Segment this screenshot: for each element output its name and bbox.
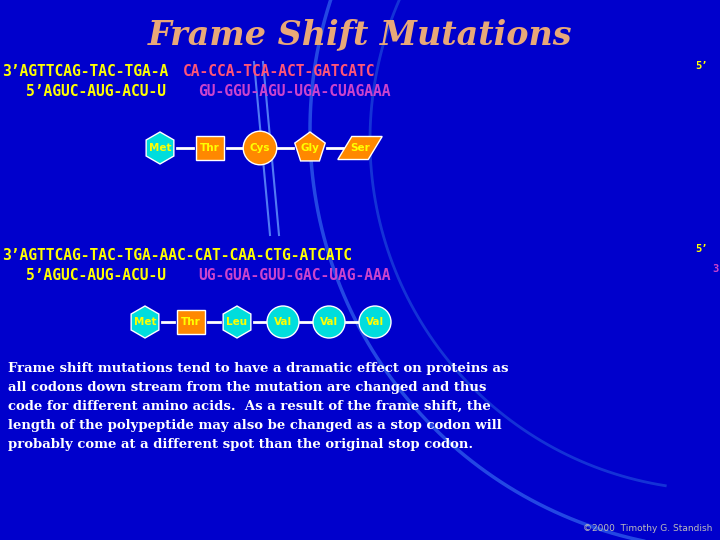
Polygon shape [146,132,174,164]
Text: 5’AGUC-AUG-ACU-U: 5’AGUC-AUG-ACU-U [26,84,166,99]
Text: Val: Val [274,317,292,327]
Text: Cys: Cys [250,143,270,153]
Text: 5’: 5’ [695,244,708,254]
Polygon shape [294,132,325,161]
Text: 3’AGTTCAG-TAC-TGA-AAC-CAT-CAA-CTG-ATCATC: 3’AGTTCAG-TAC-TGA-AAC-CAT-CAA-CTG-ATCATC [2,247,352,262]
Text: Gly: Gly [300,143,320,153]
FancyBboxPatch shape [196,136,225,160]
Text: Val: Val [320,317,338,327]
Text: Thr: Thr [181,317,201,327]
Text: length of the polypeptide may also be changed as a stop codon will: length of the polypeptide may also be ch… [8,419,502,432]
Circle shape [359,306,391,338]
Text: all codons down stream from the mutation are changed and thus: all codons down stream from the mutation… [8,381,487,394]
Text: Val: Val [366,317,384,327]
Text: Met: Met [149,143,171,153]
Text: 5’: 5’ [695,61,708,71]
Text: Leu: Leu [226,317,248,327]
Polygon shape [338,137,382,159]
Text: Ser: Ser [350,143,370,153]
Text: Thr: Thr [200,143,220,153]
Circle shape [267,306,299,338]
Text: CA-CCA-TCA-ACT-GATCATC: CA-CCA-TCA-ACT-GATCATC [183,64,376,79]
Text: GU-GGU-AGU-UGA-CUAGAAA: GU-GGU-AGU-UGA-CUAGAAA [198,84,390,99]
Text: 5’AGUC-AUG-ACU-U: 5’AGUC-AUG-ACU-U [26,267,166,282]
Polygon shape [223,306,251,338]
Text: probably come at a different spot than the original stop codon.: probably come at a different spot than t… [8,438,473,451]
Text: UG-GUA-GUU-GAC-UAG-AAA: UG-GUA-GUU-GAC-UAG-AAA [198,267,390,282]
Circle shape [243,131,276,165]
Polygon shape [131,306,159,338]
Text: Met: Met [134,317,156,327]
Text: Frame shift mutations tend to have a dramatic effect on proteins as: Frame shift mutations tend to have a dra… [8,362,508,375]
Text: 3’: 3’ [712,264,720,274]
Circle shape [313,306,345,338]
Text: code for different amino acids.  As a result of the frame shift, the: code for different amino acids. As a res… [8,400,491,413]
Text: Frame Shift Mutations: Frame Shift Mutations [148,18,572,51]
Text: 3’AGTTCAG-TAC-TGA-A: 3’AGTTCAG-TAC-TGA-A [2,64,168,79]
FancyBboxPatch shape [176,310,205,334]
Text: ©2000  Timothy G. Standish: ©2000 Timothy G. Standish [582,524,712,533]
